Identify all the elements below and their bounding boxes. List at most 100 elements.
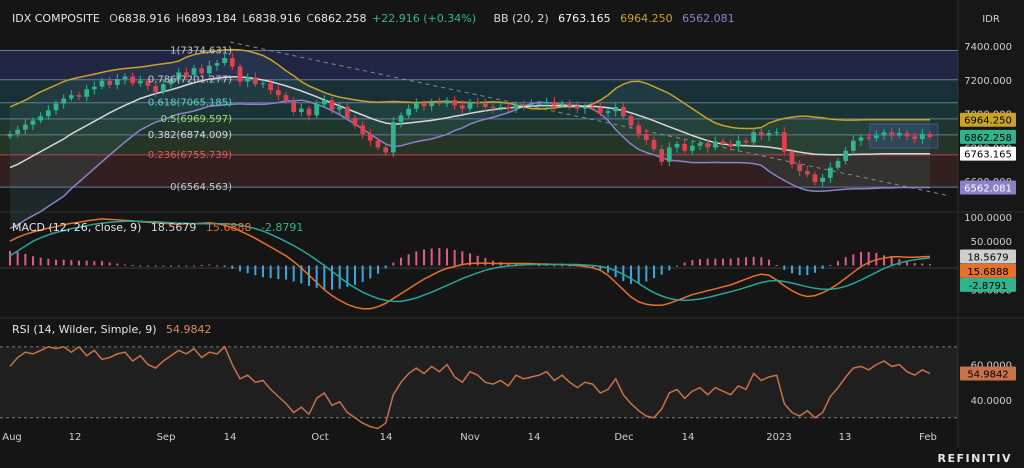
candle-body[interactable] bbox=[896, 133, 902, 136]
candle-body[interactable] bbox=[53, 103, 59, 111]
candle-body[interactable] bbox=[153, 85, 159, 92]
rsi-line[interactable] bbox=[9, 345, 931, 430]
candle-body[interactable] bbox=[38, 116, 44, 121]
candle-body[interactable] bbox=[628, 116, 634, 126]
candle-body[interactable] bbox=[467, 101, 473, 109]
candle-body[interactable] bbox=[383, 147, 389, 153]
candle-body[interactable] bbox=[15, 129, 21, 134]
candle-body[interactable] bbox=[145, 80, 151, 86]
candle-body[interactable] bbox=[490, 106, 496, 108]
candle-body[interactable] bbox=[168, 79, 174, 85]
candle-body[interactable] bbox=[130, 76, 136, 84]
candle-body[interactable] bbox=[513, 104, 519, 109]
candle-body[interactable] bbox=[107, 80, 113, 86]
candle-body[interactable] bbox=[390, 122, 396, 153]
candle-body[interactable] bbox=[720, 141, 726, 145]
candle-body[interactable] bbox=[283, 95, 289, 102]
candle-body[interactable] bbox=[605, 111, 611, 113]
candle-body[interactable] bbox=[475, 101, 481, 104]
candle-body[interactable] bbox=[636, 125, 642, 134]
candle-body[interactable] bbox=[582, 106, 588, 109]
candle-body[interactable] bbox=[858, 137, 864, 141]
candle-body[interactable] bbox=[536, 103, 542, 105]
candle-body[interactable] bbox=[866, 137, 872, 139]
candle-body[interactable] bbox=[7, 133, 13, 137]
candle-body[interactable] bbox=[804, 171, 810, 175]
candle-body[interactable] bbox=[919, 133, 925, 139]
candle-body[interactable] bbox=[22, 124, 28, 130]
candle-body[interactable] bbox=[728, 144, 734, 147]
candle-body[interactable] bbox=[620, 106, 626, 117]
candle-body[interactable] bbox=[122, 76, 128, 80]
candle-body[interactable] bbox=[375, 140, 381, 148]
signal-line[interactable] bbox=[9, 220, 931, 303]
candle-body[interactable] bbox=[820, 177, 826, 182]
candle-body[interactable] bbox=[406, 108, 412, 116]
candle-body[interactable] bbox=[689, 145, 695, 151]
candle-body[interactable] bbox=[68, 95, 74, 99]
candle-body[interactable] bbox=[30, 120, 36, 125]
candle-body[interactable] bbox=[229, 58, 235, 67]
candle-body[interactable] bbox=[421, 103, 427, 107]
candle-body[interactable] bbox=[812, 174, 818, 182]
candle-body[interactable] bbox=[314, 104, 320, 116]
candle-body[interactable] bbox=[275, 90, 281, 96]
candle-body[interactable] bbox=[176, 72, 182, 80]
candle-body[interactable] bbox=[413, 103, 419, 109]
candle-body[interactable] bbox=[367, 133, 373, 141]
candle-body[interactable] bbox=[360, 125, 366, 134]
candle-body[interactable] bbox=[99, 80, 105, 87]
candle-body[interactable] bbox=[797, 164, 803, 172]
candle-body[interactable] bbox=[781, 132, 787, 152]
candlesticks[interactable] bbox=[7, 52, 933, 187]
candle-body[interactable] bbox=[160, 84, 166, 92]
candle-body[interactable] bbox=[329, 100, 335, 110]
candle-body[interactable] bbox=[705, 143, 711, 148]
candle-body[interactable] bbox=[436, 102, 442, 104]
candle-body[interactable] bbox=[482, 103, 488, 107]
candle-body[interactable] bbox=[843, 150, 849, 161]
candle-body[interactable] bbox=[306, 108, 312, 116]
candle-body[interactable] bbox=[237, 66, 243, 82]
candle-body[interactable] bbox=[850, 140, 856, 151]
candle-body[interactable] bbox=[697, 143, 703, 146]
candle-body[interactable] bbox=[505, 106, 511, 109]
bb-lower-line[interactable] bbox=[9, 99, 930, 230]
candle-body[interactable] bbox=[321, 100, 327, 105]
candle-body[interactable] bbox=[674, 144, 680, 148]
candle-body[interactable] bbox=[206, 65, 212, 74]
candle-body[interactable] bbox=[766, 133, 772, 136]
candle-body[interactable] bbox=[84, 89, 90, 97]
candle-body[interactable] bbox=[544, 101, 550, 104]
candle-body[interactable] bbox=[881, 132, 887, 136]
candle-body[interactable] bbox=[222, 58, 228, 64]
candle-body[interactable] bbox=[352, 117, 358, 126]
candle-body[interactable] bbox=[904, 133, 910, 137]
candle-body[interactable] bbox=[827, 167, 833, 178]
candle-body[interactable] bbox=[298, 108, 304, 112]
candle-body[interactable] bbox=[521, 104, 527, 106]
candle-body[interactable] bbox=[398, 115, 404, 123]
candle-body[interactable] bbox=[344, 106, 350, 118]
candle-body[interactable] bbox=[114, 79, 120, 86]
fibonacci-trend-line[interactable] bbox=[229, 41, 951, 197]
candle-body[interactable] bbox=[183, 72, 189, 75]
candle-body[interactable] bbox=[758, 132, 764, 136]
candle-body[interactable] bbox=[682, 144, 688, 151]
candle-body[interactable] bbox=[268, 83, 274, 91]
candle-body[interactable] bbox=[252, 77, 258, 85]
candle-body[interactable] bbox=[291, 101, 297, 112]
candle-body[interactable] bbox=[712, 141, 718, 148]
candle-body[interactable] bbox=[873, 135, 879, 139]
candle-body[interactable] bbox=[774, 132, 780, 134]
highlight-box[interactable] bbox=[869, 123, 939, 149]
candle-body[interactable] bbox=[459, 105, 465, 109]
candle-body[interactable] bbox=[429, 102, 435, 107]
candle-body[interactable] bbox=[651, 139, 657, 150]
candle-body[interactable] bbox=[528, 104, 534, 106]
candle-body[interactable] bbox=[643, 133, 649, 140]
candle-body[interactable] bbox=[574, 106, 580, 109]
candle-body[interactable] bbox=[61, 98, 67, 104]
candle-body[interactable] bbox=[452, 100, 458, 106]
